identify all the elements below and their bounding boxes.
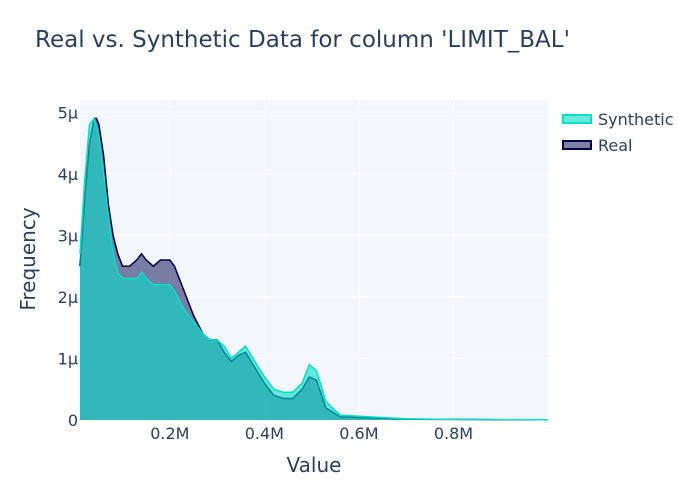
legend-swatch-real	[562, 140, 592, 150]
x-axis-title: Value	[286, 453, 342, 477]
legend: Synthetic Real	[562, 106, 674, 158]
y-tick-labels: 0 1µ 2µ 3µ 4µ 5µ	[58, 103, 78, 430]
legend-item-synthetic[interactable]: Synthetic	[562, 106, 674, 132]
legend-label-real: Real	[598, 135, 633, 155]
y-tick-label: 0	[68, 411, 78, 430]
x-tick-label: 0.2M	[150, 424, 189, 443]
x-tick-label: 0.6M	[339, 424, 378, 443]
chart-title: Real vs. Synthetic Data for column 'LIMI…	[35, 27, 570, 53]
legend-item-real[interactable]: Real	[562, 132, 674, 158]
series-area-synthetic[interactable]	[80, 118, 548, 421]
legend-swatch-synthetic	[562, 114, 592, 124]
y-tick-label: 2µ	[58, 288, 78, 307]
y-tick-label: 3µ	[58, 226, 78, 245]
x-tick-labels: 0.2M 0.4M 0.6M 0.8M	[150, 424, 473, 443]
y-tick-label: 4µ	[58, 165, 78, 184]
y-tick-label: 5µ	[58, 103, 78, 122]
y-axis-title: Frequency	[16, 207, 40, 311]
series-areas	[79, 116, 549, 421]
y-tick-label: 1µ	[58, 349, 78, 368]
x-tick-label: 0.8M	[434, 424, 473, 443]
x-tick-label: 0.4M	[245, 424, 284, 443]
legend-label-synthetic: Synthetic	[598, 109, 674, 129]
series-line-synthetic	[79, 116, 549, 421]
